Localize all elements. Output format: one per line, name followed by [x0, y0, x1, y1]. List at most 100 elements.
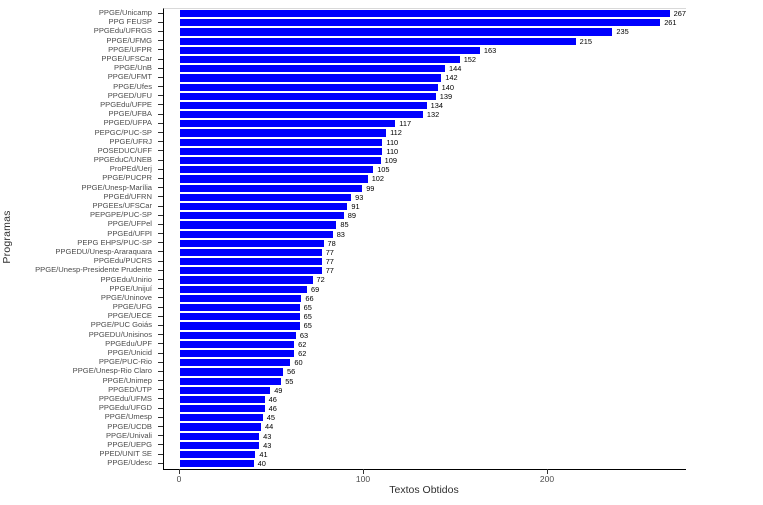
y-tick-label: PPGE/Unesp-Presidente Prudente [0, 265, 163, 274]
y-tick-mark [158, 242, 163, 244]
chart-row: 77 [164, 248, 686, 257]
y-tick-label: PPG FEUSP [0, 17, 163, 26]
y-tick-mark [158, 205, 163, 207]
bar-value-label: 65 [303, 321, 312, 331]
bar-value-label: 110 [386, 146, 399, 156]
y-tick-mark [158, 67, 163, 69]
bar [180, 359, 291, 367]
chart-row: 83 [164, 230, 686, 239]
bar-value-label: 78 [327, 238, 336, 248]
y-tick-mark [158, 306, 163, 308]
bar-value-label: 43 [263, 440, 272, 450]
bar [180, 331, 296, 339]
chart-row: 110 [164, 138, 686, 147]
bar [180, 65, 445, 73]
bar-value-label: 132 [426, 110, 440, 120]
chart-row: 43 [164, 441, 686, 450]
chart-row: 65 [164, 321, 686, 330]
bar [180, 166, 374, 174]
chart-row: 60 [164, 358, 686, 367]
bar-value-label: 105 [377, 165, 390, 175]
y-tick-mark [158, 251, 163, 253]
bar-value-label: 77 [325, 266, 334, 276]
bar-value-label: 65 [303, 312, 312, 322]
x-tick-label: 0 [176, 474, 182, 484]
bar [180, 451, 256, 459]
chart-row: 63 [164, 331, 686, 340]
y-tick-mark [158, 269, 163, 271]
y-tick-mark [158, 187, 163, 189]
y-tick-label: PPGE/Ufes [0, 82, 163, 91]
bar-value-label: 55 [285, 376, 294, 386]
bar [180, 258, 322, 266]
chart-row: 93 [164, 193, 686, 202]
y-tick-mark [158, 12, 163, 14]
y-tick-mark [158, 324, 163, 326]
bar-value-label: 261 [664, 18, 677, 28]
bar-value-label: 93 [355, 192, 364, 202]
y-tick-label: PPGE/Udesc [0, 458, 163, 467]
chart-row: 66 [164, 294, 686, 303]
chart-row: 78 [164, 239, 686, 248]
bar-value-label: 60 [294, 358, 303, 368]
bar [180, 294, 302, 302]
bar [180, 55, 460, 64]
y-tick-label: PPGEdu/UPF [0, 339, 163, 348]
bar-value-label: 43 [263, 431, 272, 441]
chart-row: 139 [164, 92, 686, 101]
bar [180, 368, 283, 376]
y-tick-mark [158, 426, 163, 428]
y-tick-label: PPGE/UCDB [0, 421, 163, 431]
y-tick-label: PPGE/PUC Goiás [0, 320, 163, 329]
bar [180, 221, 337, 229]
y-tick-mark [158, 159, 163, 161]
y-tick-mark [158, 380, 163, 382]
bar [180, 212, 344, 220]
bar-value-label: 72 [316, 275, 325, 285]
x-tick-label: 100 [355, 474, 371, 484]
y-tick-label: PPGE/UFPel [0, 219, 163, 228]
y-tick-label: PPGEDU/Unesp-Araraquara [0, 247, 163, 256]
bar-value-label: 45 [266, 413, 276, 423]
chart-row: 56 [164, 367, 686, 376]
bar-value-label: 62 [298, 339, 307, 349]
bar-value-label: 139 [439, 91, 453, 101]
y-axis-tick-labels: PPGE/Unicamp PPG FEUSP PPGEdu/UFRGS PPGE/UF… [0, 8, 163, 468]
bar [180, 37, 576, 45]
y-tick-label: PPGEd/UFRN [0, 192, 163, 201]
bar [180, 267, 322, 275]
chart-row: 102 [164, 174, 686, 183]
bar [180, 460, 254, 468]
bar [180, 423, 261, 431]
bar-value-label: 215 [579, 36, 592, 46]
chart-row: 85 [164, 220, 686, 229]
y-tick-mark [158, 196, 163, 198]
y-tick-mark [158, 76, 163, 78]
chart-row: 40 [164, 459, 686, 468]
bar [180, 441, 260, 449]
y-tick-mark [158, 288, 163, 290]
plot-panel: 267 261 235 215 163 152 144 142 140 139 134 132 117 1… [163, 8, 686, 470]
y-tick-mark [158, 233, 163, 235]
x-tick-mark [363, 469, 364, 474]
bar-value-label: 85 [340, 220, 349, 230]
chart-row: 132 [164, 110, 686, 119]
y-tick-label: PPGE/UFBA [0, 109, 163, 118]
y-tick-label: PPGE/UFMT [0, 72, 163, 81]
bar-value-label: 49 [274, 385, 283, 395]
y-tick-label: PPGE/Unijuí [0, 284, 163, 293]
y-tick-mark [158, 462, 163, 464]
y-tick-mark [158, 279, 163, 281]
y-tick-label: PPGE/Unesp-Rio Claro [0, 366, 163, 375]
y-tick-label: PPGEdu/UFGD [0, 403, 163, 412]
bar [180, 129, 387, 137]
chart-row: 46 [164, 395, 686, 404]
bar [180, 138, 383, 146]
y-tick-label: PPGEd/UFPI [0, 229, 163, 238]
y-tick-mark [158, 122, 163, 124]
y-tick-mark [158, 223, 163, 225]
chart-row: 45 [164, 413, 686, 422]
chart-row: 142 [164, 73, 686, 82]
y-tick-label: PPGE/UFPR [0, 45, 163, 54]
bar [180, 120, 396, 128]
